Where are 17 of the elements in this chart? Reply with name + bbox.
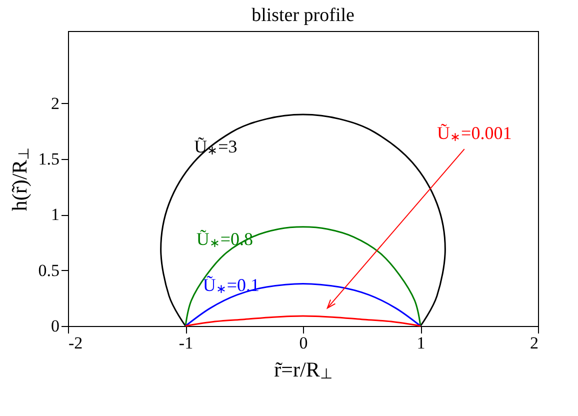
y-tick-label: 1 — [51, 205, 60, 224]
x-tick-label: 1 — [416, 334, 426, 352]
y-tick-label: 0.5 — [38, 260, 60, 280]
series-label: Ũ$_{∗}$=3 — [194, 136, 238, 158]
y-tick-label: 1.5 — [38, 150, 60, 169]
x-tick-label: 0 — [299, 334, 308, 352]
y-tick-label: 0 — [51, 316, 60, 336]
x-tick-label: -1 — [178, 334, 194, 352]
line-series — [184, 226, 422, 327]
line-series — [184, 315, 422, 327]
chart-title: blister profile — [252, 5, 354, 26]
x-tick-label: -2 — [68, 334, 83, 352]
text: Ũ$_{∗}$=0.001 — [437, 123, 512, 144]
x-tick-label: 2 — [530, 334, 538, 352]
series-label: Ũ$_{∗}$=0.1 — [202, 275, 260, 296]
x-axis-title: r̃=r/R$_{⊥}$ — [274, 358, 333, 383]
y-tick-label: 2 — [51, 94, 60, 113]
